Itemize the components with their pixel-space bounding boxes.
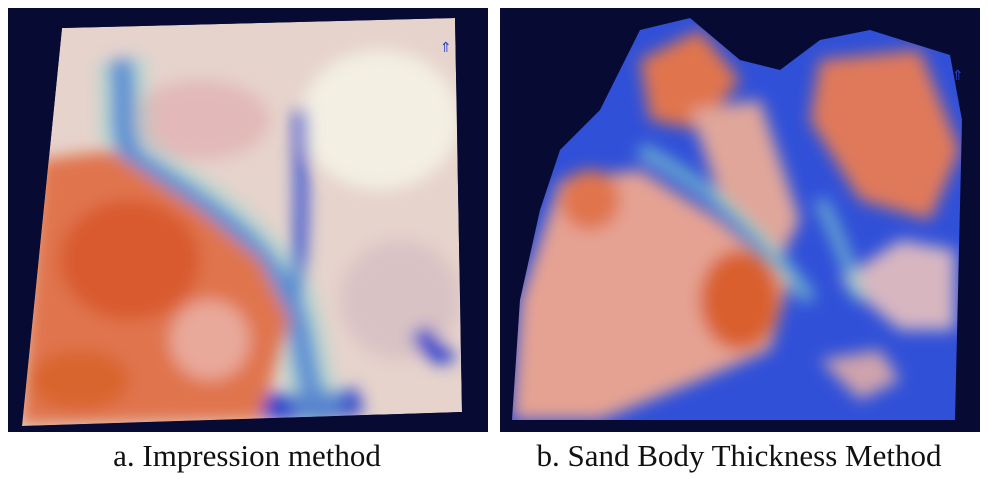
caption: b. Sand Body Thickness Method xyxy=(537,438,942,473)
north-arrow: ⇑ xyxy=(440,40,452,56)
panel-b: ⇑ xyxy=(500,8,980,432)
surface-a xyxy=(22,18,462,426)
surface-b xyxy=(512,18,962,420)
panel-a: ⇑ xyxy=(8,8,488,432)
north-arrow: ⇑ xyxy=(952,68,964,84)
caption: a. Impression method xyxy=(113,438,381,473)
